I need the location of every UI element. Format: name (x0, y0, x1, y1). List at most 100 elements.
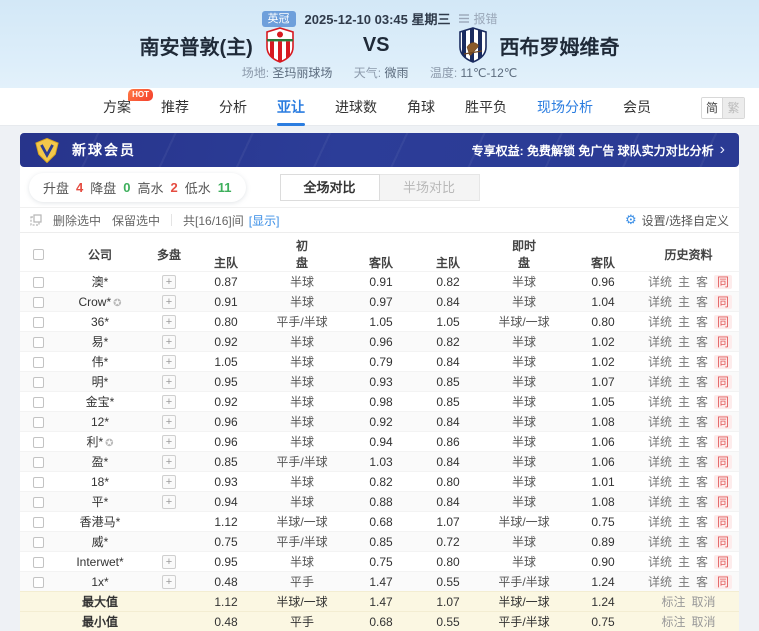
row-checkbox[interactable] (32, 436, 44, 448)
summary-action-取消[interactable]: 取消 (691, 595, 716, 609)
row-checkbox[interactable] (32, 416, 44, 428)
history-link-详统[interactable]: 详统 (647, 475, 672, 489)
history-link-详统[interactable]: 详统 (647, 435, 672, 449)
history-link-详统[interactable]: 详统 (647, 315, 672, 329)
history-link-同[interactable]: 同 (714, 435, 733, 449)
expand-multi-odds-button[interactable]: + (162, 295, 176, 309)
tab-full-match[interactable]: 全场对比 (279, 173, 380, 201)
history-link-主[interactable]: 主 (677, 375, 690, 389)
row-checkbox[interactable] (32, 576, 44, 588)
row-checkbox[interactable] (32, 516, 44, 528)
history-link-同[interactable]: 同 (714, 275, 733, 289)
history-link-主[interactable]: 主 (677, 395, 690, 409)
history-link-详统[interactable]: 详统 (647, 455, 672, 469)
history-link-主[interactable]: 主 (677, 315, 690, 329)
nav-tab-推荐[interactable]: 推荐 (146, 88, 204, 126)
history-link-同[interactable]: 同 (714, 375, 733, 389)
history-link-客[interactable]: 客 (696, 495, 709, 509)
history-link-同[interactable]: 同 (714, 295, 733, 309)
history-link-主[interactable]: 主 (677, 555, 690, 569)
history-link-客[interactable]: 客 (696, 475, 709, 489)
expand-multi-odds-button[interactable]: + (162, 475, 176, 489)
history-link-同[interactable]: 同 (714, 395, 733, 409)
history-link-详统[interactable]: 详统 (647, 295, 672, 309)
summary-action-标注[interactable]: 标注 (661, 595, 686, 609)
row-checkbox[interactable] (32, 396, 44, 408)
history-link-详统[interactable]: 详统 (647, 555, 672, 569)
lang-simplified-button[interactable]: 简 (702, 98, 723, 118)
row-checkbox[interactable] (32, 296, 44, 308)
history-link-详统[interactable]: 详统 (647, 415, 672, 429)
history-link-客[interactable]: 客 (696, 575, 709, 589)
history-link-同[interactable]: 同 (714, 335, 733, 349)
history-link-主[interactable]: 主 (677, 495, 690, 509)
history-link-主[interactable]: 主 (677, 355, 690, 369)
expand-multi-odds-button[interactable]: + (162, 375, 176, 389)
history-link-客[interactable]: 客 (696, 295, 709, 309)
history-link-客[interactable]: 客 (696, 555, 709, 569)
history-link-同[interactable]: 同 (714, 555, 733, 569)
history-link-主[interactable]: 主 (677, 475, 690, 489)
history-link-客[interactable]: 客 (696, 415, 709, 429)
row-checkbox[interactable] (32, 276, 44, 288)
history-link-同[interactable]: 同 (714, 535, 733, 549)
history-link-详统[interactable]: 详统 (647, 395, 672, 409)
history-link-主[interactable]: 主 (677, 515, 690, 529)
history-link-主[interactable]: 主 (677, 435, 690, 449)
history-link-同[interactable]: 同 (714, 495, 733, 509)
history-link-同[interactable]: 同 (714, 455, 733, 469)
nav-tab-角球[interactable]: 角球 (392, 88, 450, 126)
history-link-同[interactable]: 同 (714, 315, 733, 329)
history-link-客[interactable]: 客 (696, 435, 709, 449)
history-link-同[interactable]: 同 (714, 415, 733, 429)
history-link-同[interactable]: 同 (714, 355, 733, 369)
settings-button[interactable]: ⚙ 设置/选择自定义 (625, 212, 729, 229)
history-link-详统[interactable]: 详统 (647, 515, 672, 529)
row-checkbox[interactable] (32, 356, 44, 368)
expand-multi-odds-button[interactable]: + (162, 355, 176, 369)
history-link-客[interactable]: 客 (696, 335, 709, 349)
summary-action-标注[interactable]: 标注 (661, 615, 686, 630)
select-all-checkbox[interactable] (32, 249, 44, 261)
nav-tab-现场分析[interactable]: 现场分析 (522, 88, 608, 126)
history-link-客[interactable]: 客 (696, 535, 709, 549)
tab-half-match[interactable]: 半场对比 (379, 173, 480, 201)
history-link-客[interactable]: 客 (696, 275, 709, 289)
history-link-同[interactable]: 同 (714, 575, 733, 589)
history-link-同[interactable]: 同 (714, 475, 733, 489)
history-link-主[interactable]: 主 (677, 535, 690, 549)
row-checkbox[interactable] (32, 456, 44, 468)
history-link-客[interactable]: 客 (696, 515, 709, 529)
expand-multi-odds-button[interactable]: + (162, 435, 176, 449)
summary-action-取消[interactable]: 取消 (691, 615, 716, 630)
history-link-客[interactable]: 客 (696, 315, 709, 329)
vip-banner[interactable]: 新球会员 专享权益: 免费解锁 免广告 球队实力对比分析 › (20, 133, 739, 167)
history-link-主[interactable]: 主 (677, 415, 690, 429)
row-checkbox[interactable] (32, 496, 44, 508)
row-checkbox[interactable] (32, 336, 44, 348)
history-link-客[interactable]: 客 (696, 375, 709, 389)
expand-multi-odds-button[interactable]: + (162, 555, 176, 569)
row-checkbox[interactable] (32, 476, 44, 488)
expand-multi-odds-button[interactable]: + (162, 495, 176, 509)
delete-selected-button[interactable]: 删除选中 (53, 213, 102, 228)
expand-multi-odds-button[interactable]: + (162, 575, 176, 589)
expand-multi-odds-button[interactable]: + (162, 395, 176, 409)
history-link-客[interactable]: 客 (696, 395, 709, 409)
expand-multi-odds-button[interactable]: + (162, 315, 176, 329)
show-link[interactable]: [显示] (248, 213, 280, 228)
history-link-详统[interactable]: 详统 (647, 355, 672, 369)
expand-multi-odds-button[interactable]: + (162, 275, 176, 289)
lang-traditional-button[interactable]: 繁 (723, 98, 744, 118)
expand-multi-odds-button[interactable]: + (162, 415, 176, 429)
history-link-客[interactable]: 客 (696, 455, 709, 469)
nav-tab-进球数[interactable]: 进球数 (320, 88, 392, 126)
history-link-详统[interactable]: 详统 (647, 335, 672, 349)
history-link-详统[interactable]: 详统 (647, 495, 672, 509)
row-checkbox[interactable] (32, 536, 44, 548)
report-error-link[interactable]: 报错 (459, 10, 498, 27)
keep-selected-button[interactable]: 保留选中 (112, 213, 161, 228)
nav-tab-胜平负[interactable]: 胜平负 (450, 88, 522, 126)
history-link-同[interactable]: 同 (714, 515, 733, 529)
history-link-客[interactable]: 客 (696, 355, 709, 369)
